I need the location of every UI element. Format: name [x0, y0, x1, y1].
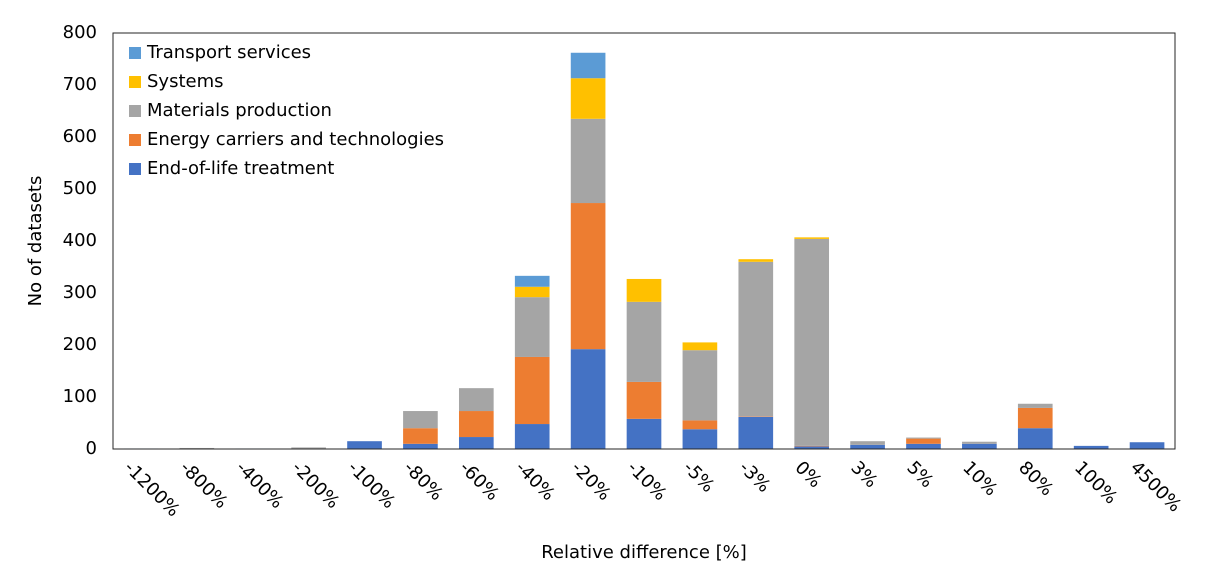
- bar-segment: [906, 438, 941, 444]
- legend-label: Energy carriers and technologies: [147, 129, 444, 150]
- legend-label: Transport services: [146, 42, 311, 63]
- bar-segment: [850, 444, 885, 449]
- bar-segment: [626, 301, 662, 382]
- bar-segment: [570, 118, 606, 204]
- bar-segment: [906, 437, 941, 439]
- bar-segment: [626, 381, 662, 419]
- bar-segment: [514, 286, 550, 298]
- bar-segment: [1017, 428, 1053, 449]
- x-axis-label: Relative difference [%]: [541, 542, 747, 563]
- bar-segment: [403, 443, 438, 449]
- y-tick-label: 200: [63, 334, 97, 355]
- bar-segment: [794, 446, 830, 449]
- y-tick-label: 400: [63, 230, 97, 251]
- legend-label: Systems: [147, 71, 224, 92]
- bar-segment: [682, 350, 718, 421]
- bar-segment: [738, 416, 774, 417]
- bar-segment: [514, 356, 550, 425]
- bar-segment: [1017, 407, 1053, 429]
- bar-segment: [570, 52, 606, 79]
- bar-segment: [794, 445, 830, 447]
- bar-segment: [458, 411, 494, 438]
- bar-segment: [850, 441, 885, 445]
- bar-segment: [514, 275, 550, 287]
- bar-segment: [682, 429, 718, 449]
- bar-segment: [570, 349, 606, 449]
- bar-segment: [1129, 442, 1165, 449]
- bar-segment: [1073, 445, 1109, 449]
- bar-segment: [570, 203, 606, 350]
- bar-segment: [738, 261, 774, 417]
- bar-segment: [403, 428, 438, 444]
- y-tick-label: 600: [63, 126, 97, 147]
- bar-segment: [458, 437, 494, 449]
- y-tick-label: 100: [63, 386, 97, 407]
- bar-segment: [403, 411, 438, 429]
- bar-segment: [626, 418, 662, 449]
- bar-segment: [347, 441, 382, 449]
- y-tick-label: 500: [63, 178, 97, 199]
- bar-segment: [1017, 403, 1053, 408]
- y-tick-label: 800: [63, 22, 97, 43]
- bar-segment: [514, 424, 550, 449]
- bar-segment: [682, 342, 718, 351]
- bar-segment: [179, 447, 215, 449]
- legend-swatch: [129, 163, 141, 175]
- legend-swatch: [129, 105, 141, 117]
- bar-segment: [962, 441, 997, 444]
- legend-swatch: [129, 76, 141, 88]
- bar-segment: [794, 237, 830, 239]
- bar-segment: [738, 416, 774, 449]
- bar-segment: [962, 443, 997, 449]
- legend-swatch: [129, 47, 141, 59]
- bar-segment: [514, 297, 550, 357]
- plot-frame: [112, 32, 1176, 450]
- y-tick-label: 0: [86, 438, 97, 459]
- bar-segment: [738, 259, 774, 262]
- bar-segment: [626, 278, 662, 302]
- bar-segment: [291, 447, 326, 449]
- bar-segment: [682, 420, 718, 430]
- y-tick-label: 300: [63, 282, 97, 303]
- y-axis-label: No of datasets: [25, 176, 46, 307]
- legend-label: Materials production: [147, 100, 332, 121]
- bar-segment: [570, 78, 606, 119]
- bar-segment: [794, 238, 830, 446]
- bar-segment: [906, 443, 941, 449]
- legend-label: End-of-life treatment: [147, 158, 334, 179]
- y-tick-label: 700: [63, 74, 97, 95]
- legend-swatch: [129, 134, 141, 146]
- bar-segment: [458, 388, 494, 412]
